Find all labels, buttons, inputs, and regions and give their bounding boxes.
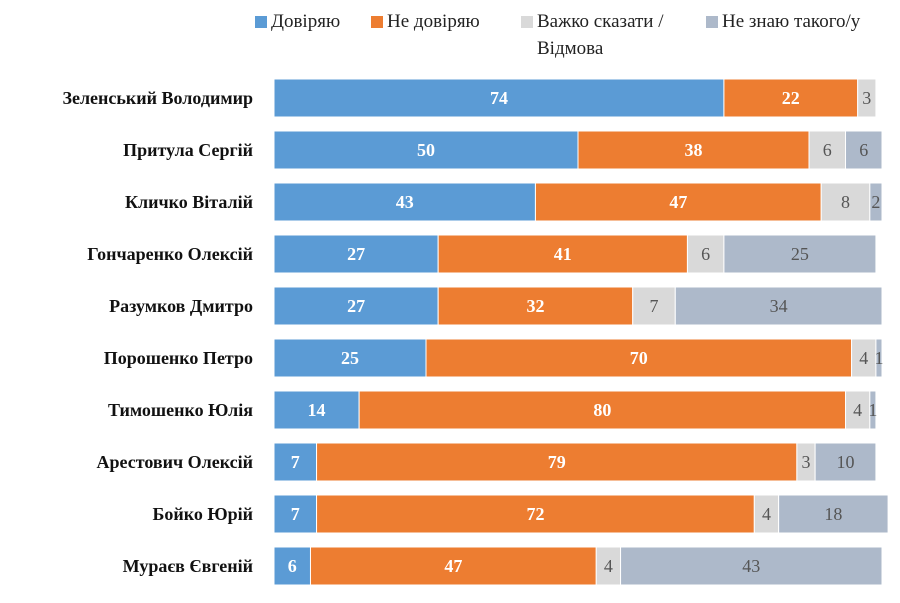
data-label: 47 — [444, 556, 462, 576]
legend-swatch-4 — [706, 16, 718, 28]
data-label: 3 — [802, 452, 811, 472]
category-label: Арестович Олексій — [97, 452, 253, 472]
category-label: Притула Сергій — [123, 140, 253, 160]
data-label: 7 — [650, 296, 659, 316]
data-label: 6 — [701, 244, 710, 264]
legend-item-4: Не знаю такого/у — [722, 8, 860, 35]
bar-segment — [273, 78, 725, 118]
data-label: 7 — [291, 504, 300, 524]
data-label: 41 — [554, 244, 572, 264]
data-label: 10 — [837, 452, 855, 472]
bar-segment — [674, 286, 883, 326]
data-label: 1 — [868, 400, 877, 420]
bar-segment — [358, 390, 847, 430]
bar-segment — [851, 338, 877, 378]
data-label: 32 — [526, 296, 544, 316]
bar-segment — [273, 546, 311, 586]
legend-swatch-2 — [371, 16, 383, 28]
legend-swatch-3 — [521, 16, 533, 28]
data-label: 6 — [823, 140, 832, 160]
bar-segment — [632, 286, 676, 326]
data-label: 4 — [762, 504, 771, 524]
bar-segment — [316, 442, 798, 482]
data-label: 25 — [341, 348, 359, 368]
bar-segment — [273, 182, 536, 222]
data-label: 4 — [604, 556, 613, 576]
bar-segment — [869, 182, 883, 222]
data-label: 7 — [291, 452, 300, 472]
data-label: 22 — [782, 88, 800, 108]
category-label: Тимошенко Юлія — [108, 400, 253, 420]
category-label: Мураєв Євгеній — [123, 556, 253, 576]
bar-segment — [845, 390, 871, 430]
bar-segment — [753, 494, 780, 534]
data-label: 50 — [417, 140, 435, 160]
data-label: 4 — [859, 348, 868, 368]
data-label: 3 — [862, 88, 871, 108]
bar-segment — [273, 234, 439, 274]
bar-segment — [309, 546, 597, 586]
bar-segment — [273, 130, 579, 170]
legend-item-2: Не довіряю — [387, 8, 480, 35]
data-label: 1 — [874, 348, 883, 368]
bar-segment — [273, 494, 318, 534]
bar-segment — [534, 182, 822, 222]
bar-segment — [577, 130, 810, 170]
legend-item-3: Важко сказати / Відмова — [537, 8, 664, 62]
chart-legend: Довіряю Не довіряю Важко сказати / Відмова… — [0, 0, 900, 70]
data-label: 34 — [770, 296, 788, 316]
legend-swatch-1 — [255, 16, 267, 28]
data-label: 27 — [347, 296, 365, 316]
data-label: 70 — [630, 348, 648, 368]
data-label: 18 — [824, 504, 842, 524]
legend-item-1: Довіряю — [271, 8, 340, 35]
data-label: 43 — [742, 556, 760, 576]
data-label: 43 — [396, 192, 414, 212]
data-label: 6 — [859, 140, 868, 160]
data-label: 80 — [593, 400, 611, 420]
data-label: 27 — [347, 244, 365, 264]
data-label: 2 — [871, 192, 880, 212]
category-label: Зеленський Володимир — [62, 88, 253, 108]
bar-segment — [845, 130, 883, 170]
data-label: 74 — [490, 88, 508, 108]
bar-segment — [437, 234, 688, 274]
bar-segment — [778, 494, 889, 534]
bar-segment — [273, 286, 439, 326]
bar-segment — [316, 494, 755, 534]
legend-label: Не знаю такого/у — [722, 11, 861, 32]
bar-segment — [723, 234, 877, 274]
category-label: Разумков Дмитро — [109, 296, 253, 316]
data-label: 47 — [669, 192, 687, 212]
category-label: Бойко Юрій — [152, 504, 253, 524]
category-label: Порошенко Петро — [104, 348, 253, 368]
bar-segment — [869, 390, 877, 430]
category-label: Гончаренко Олексій — [87, 244, 253, 264]
bar-segment — [875, 338, 883, 378]
bar-segment — [814, 442, 877, 482]
bar-segment — [857, 78, 877, 118]
legend-label: Важко сказати / Відмова — [537, 11, 664, 59]
bar-segment — [273, 338, 427, 378]
data-label: 4 — [853, 400, 862, 420]
bar-segment — [437, 286, 634, 326]
bar-segment — [273, 390, 360, 430]
data-label: 72 — [526, 504, 544, 524]
data-label: 8 — [841, 192, 850, 212]
data-label: 14 — [308, 400, 326, 420]
legend-label: Довіряю — [271, 11, 341, 32]
data-label: 38 — [685, 140, 703, 160]
data-label: 6 — [288, 556, 297, 576]
data-label: 25 — [791, 244, 809, 264]
legend-label: Не довіряю — [387, 11, 480, 32]
bar-segment — [723, 78, 859, 118]
category-label: Кличко Віталій — [125, 192, 253, 212]
bar-segment — [620, 546, 883, 586]
data-label: 79 — [548, 452, 566, 472]
